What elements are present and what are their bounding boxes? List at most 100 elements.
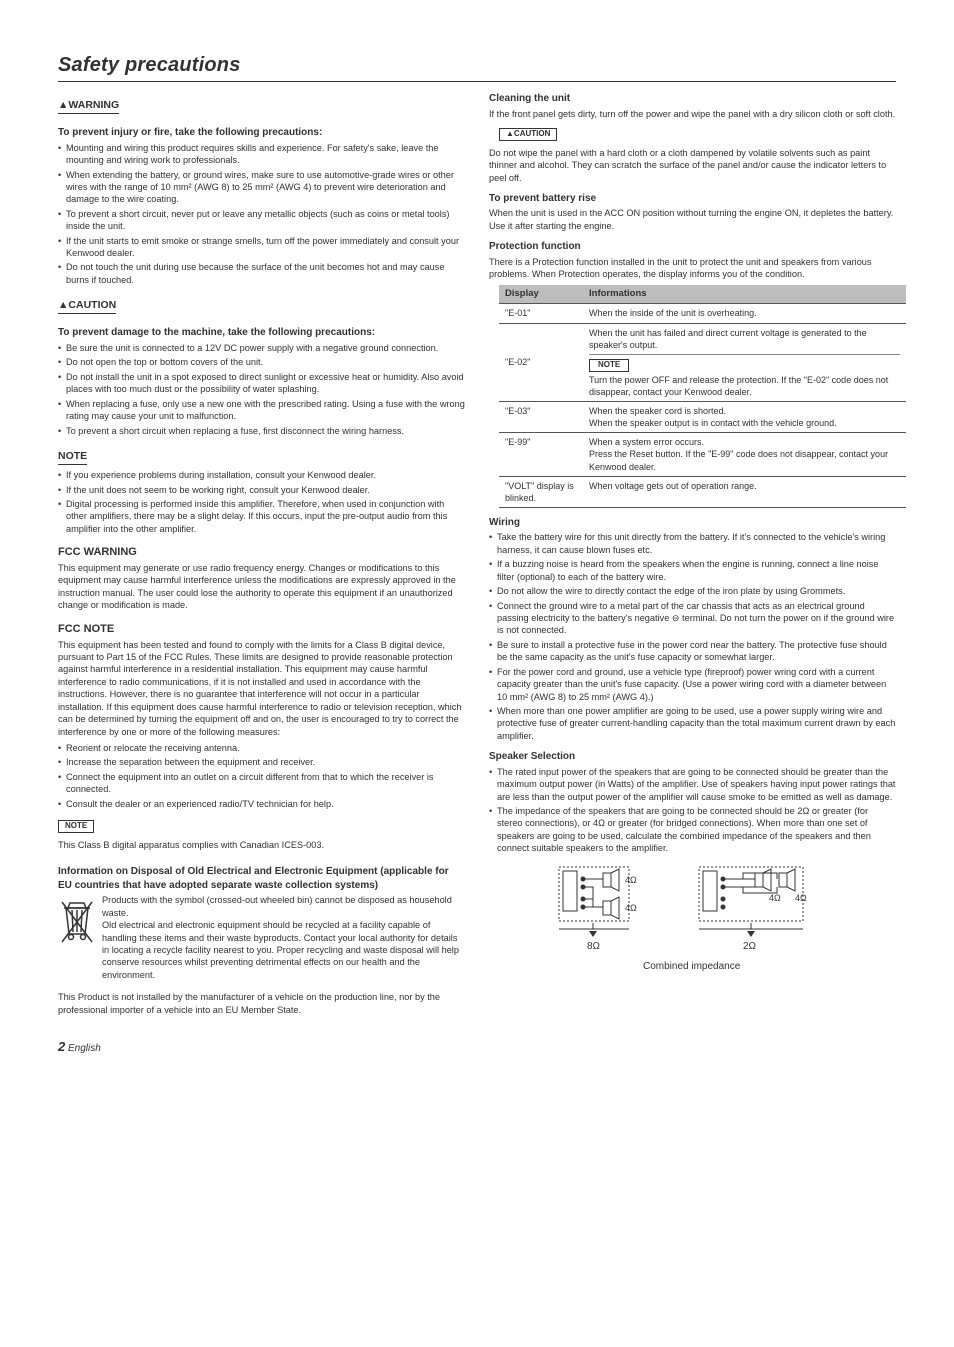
left-column: ▲WARNING To prevent injury or fire, take… — [58, 92, 465, 1020]
note-list: If you experience problems during instal… — [58, 469, 465, 535]
speaker-list: The rated input power of the speakers th… — [489, 766, 896, 855]
fig-caption: Combined impedance — [643, 961, 741, 972]
list-item: Mounting and wiring this product require… — [58, 142, 465, 167]
td-info-top: When the unit has failed and direct curr… — [589, 327, 900, 355]
list-item: Do not allow the wire to directly contac… — [489, 585, 896, 597]
fcc-note-body: This equipment has been tested and found… — [58, 639, 465, 738]
protection-body: There is a Protection function installed… — [489, 256, 896, 281]
th-info: Informations — [583, 285, 906, 304]
table-row: "E-01" When the inside of the unit is ov… — [499, 304, 906, 323]
protection-table: Display Informations "E-01" When the ins… — [499, 285, 906, 508]
td-display: "E-01" — [499, 304, 583, 323]
table-row: "E-99" When a system error occurs. Press… — [499, 433, 906, 476]
speaker-figure: 4Ω 4Ω 4Ω 4Ω 8Ω 2Ω Combined impedance — [489, 861, 896, 984]
th-display: Display — [499, 285, 583, 304]
cleaning-head: Cleaning the unit — [489, 92, 896, 106]
td-info: When voltage gets out of operation range… — [583, 476, 906, 507]
list-item: Increase the separation between the equi… — [58, 756, 465, 768]
right-column: Cleaning the unit If the front panel get… — [489, 92, 896, 1020]
caution-subhead: To prevent damage to the machine, take t… — [58, 326, 465, 340]
caution-label: CAUTION — [68, 299, 116, 311]
fig-label-4ohm: 4Ω — [625, 903, 637, 913]
fcc-warning-body: This equipment may generate or use radio… — [58, 562, 465, 612]
note-box-body: This Class B digital apparatus complies … — [58, 839, 465, 851]
list-item: Reorient or relocate the receiving anten… — [58, 742, 465, 754]
fig-label-2ohm: 2Ω — [743, 941, 757, 952]
warning-label: WARNING — [68, 99, 119, 111]
page-number: 2 — [58, 1039, 65, 1054]
table-header-row: Display Informations — [499, 285, 906, 304]
caution-list: Be sure the unit is connected to a 12V D… — [58, 342, 465, 437]
td-info: When the unit has failed and direct curr… — [583, 323, 906, 401]
disposal-head: Information on Disposal of Old Electrica… — [58, 865, 465, 892]
fig-label-4ohm: 4Ω — [625, 875, 637, 885]
td-display: "E-02" — [499, 323, 583, 401]
list-item: When more than one power amplifier are g… — [489, 705, 896, 742]
page-language: English — [68, 1043, 101, 1054]
warning-icon: ▲ — [58, 99, 68, 111]
list-item: Do not install the unit in a spot expose… — [58, 371, 465, 396]
page-title: Safety precautions — [58, 52, 896, 82]
note-heading: NOTE — [58, 449, 87, 465]
caution-heading: ▲CAUTION — [58, 298, 116, 314]
list-item: Be sure to install a protective fuse in … — [489, 639, 896, 664]
fig-label-4ohm: 4Ω — [769, 893, 781, 903]
td-display: "VOLT" display is blinked. — [499, 476, 583, 507]
caution-icon: ▲ — [58, 299, 68, 311]
list-item: Be sure the unit is connected to a 12V D… — [58, 342, 465, 354]
fig-label-8ohm: 8Ω — [587, 941, 601, 952]
wiring-head: Wiring — [489, 516, 896, 530]
td-info: When a system error occurs. Press the Re… — [583, 433, 906, 476]
table-row: "E-02" When the unit has failed and dire… — [499, 323, 906, 401]
list-item: If you experience problems during instal… — [58, 469, 465, 481]
battery-body: When the unit is used in the ACC ON posi… — [489, 207, 896, 232]
speaker-head: Speaker Selection — [489, 750, 896, 764]
list-item: For the power cord and ground, use a veh… — [489, 666, 896, 703]
disposal-body: Products with the symbol (crossed-out wh… — [102, 894, 465, 981]
disposal-block: Products with the symbol (crossed-out wh… — [58, 894, 465, 981]
list-item: The rated input power of the speakers th… — [489, 766, 896, 803]
list-item: If the unit does not seem to be working … — [58, 484, 465, 496]
warn-subhead: To prevent injury or fire, take the foll… — [58, 126, 465, 140]
caution-box: ▲CAUTION — [499, 128, 557, 141]
list-item: Do not open the top or bottom covers of … — [58, 356, 465, 368]
list-item: If the unit starts to emit smoke or stra… — [58, 235, 465, 260]
cleaning-body: If the front panel gets dirty, turn off … — [489, 108, 896, 120]
fig-label-4ohm: 4Ω — [795, 893, 807, 903]
caution-box-label: CAUTION — [514, 129, 550, 138]
two-column-layout: ▲WARNING To prevent injury or fire, take… — [58, 92, 896, 1020]
fcc-note-head: FCC NOTE — [58, 622, 465, 637]
wheeled-bin-icon — [58, 896, 96, 944]
table-row: "VOLT" display is blinked. When voltage … — [499, 476, 906, 507]
list-item: Connect the equipment into an outlet on … — [58, 771, 465, 796]
list-item: Consult the dealer or an experienced rad… — [58, 798, 465, 810]
list-item: If a buzzing noise is heard from the spe… — [489, 558, 896, 583]
td-display: "E-03" — [499, 401, 583, 432]
list-item: Digital processing is performed inside t… — [58, 498, 465, 535]
caution-box-body: Do not wipe the panel with a hard cloth … — [489, 147, 896, 184]
table-row: "E-03" When the speaker cord is shorted.… — [499, 401, 906, 432]
speaker-impedance-diagram: 4Ω 4Ω 4Ω 4Ω 8Ω 2Ω Combined impedance — [543, 861, 843, 981]
battery-head: To prevent battery rise — [489, 192, 896, 206]
warn-list: Mounting and wiring this product require… — [58, 142, 465, 287]
list-item: When replacing a fuse, only use a new on… — [58, 398, 465, 423]
fcc-warning-head: FCC WARNING — [58, 545, 465, 560]
list-item: To prevent a short circuit, never put or… — [58, 208, 465, 233]
note-box: NOTE — [58, 820, 94, 833]
list-item: To prevent a short circuit when replacin… — [58, 425, 465, 437]
fcc-note-list: Reorient or relocate the receiving anten… — [58, 742, 465, 810]
list-item: Take the battery wire for this unit dire… — [489, 531, 896, 556]
warning-heading: ▲WARNING — [58, 98, 119, 114]
td-info: When the speaker cord is shorted. When t… — [583, 401, 906, 432]
list-item: The impedance of the speakers that are g… — [489, 805, 896, 855]
note-inset-label: NOTE — [589, 359, 629, 372]
protection-head: Protection function — [489, 240, 896, 254]
list-item: Do not touch the unit during use because… — [58, 261, 465, 286]
td-display: "E-99" — [499, 433, 583, 476]
list-item: When extending the battery, or ground wi… — [58, 169, 465, 206]
td-info-bottom: Turn the power OFF and release the prote… — [589, 374, 900, 398]
caution-icon: ▲ — [506, 129, 514, 138]
list-item: Connect the ground wire to a metal part … — [489, 600, 896, 637]
manufacturer-note: This Product is not installed by the man… — [58, 991, 465, 1016]
wiring-list: Take the battery wire for this unit dire… — [489, 531, 896, 742]
